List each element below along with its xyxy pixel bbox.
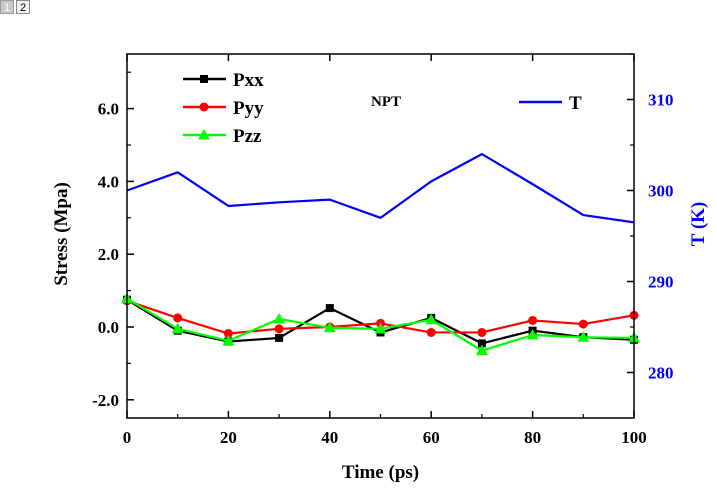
data-point-pyy bbox=[223, 329, 233, 339]
page-tab-2[interactable]: 2 bbox=[16, 0, 30, 14]
series-t bbox=[126, 153, 635, 224]
legend-marker bbox=[199, 102, 209, 112]
x-axis-title: Time (ps) bbox=[342, 462, 419, 483]
page-tab-1[interactable]: 1 bbox=[0, 0, 14, 14]
legend-marker bbox=[198, 129, 210, 140]
data-point-pzz bbox=[222, 334, 235, 346]
y-tick-label: 4.0 bbox=[98, 172, 119, 191]
data-point-pxx bbox=[275, 333, 284, 342]
x-tick-label: 0 bbox=[123, 428, 132, 447]
x-tick-label: 80 bbox=[524, 428, 541, 447]
legend-entry-pyy: Pyy bbox=[183, 98, 264, 119]
data-point-pyy bbox=[477, 327, 487, 337]
legend-entry-t: T bbox=[519, 93, 582, 114]
x-tick-label: 60 bbox=[423, 428, 440, 447]
data-point-pyy bbox=[173, 313, 183, 323]
series-line-t bbox=[126, 153, 635, 224]
y2-axis-title: T (K) bbox=[688, 202, 709, 247]
data-point-pyy bbox=[578, 319, 588, 329]
y-tick-label: 0.0 bbox=[98, 318, 119, 337]
legend-label: T bbox=[569, 93, 582, 114]
data-point-pyy bbox=[528, 315, 538, 325]
npt-annotation: NPT bbox=[371, 94, 401, 110]
x-tick-label: 20 bbox=[220, 428, 237, 447]
data-point-pzz bbox=[475, 344, 488, 356]
data-point-pzz bbox=[425, 313, 438, 325]
y-axis-title: Stress (Mpa) bbox=[51, 182, 72, 286]
x-tick-label: 100 bbox=[621, 428, 647, 447]
data-point-pzz bbox=[374, 322, 387, 334]
legend-entry-pzz: Pzz bbox=[183, 126, 262, 147]
data-point-pxx bbox=[477, 339, 486, 348]
y2-tick-label: 290 bbox=[648, 273, 674, 292]
data-point-pzz bbox=[577, 331, 590, 342]
y2-tick-label: 300 bbox=[648, 182, 674, 201]
data-point-pzz bbox=[273, 312, 286, 324]
y-tick-label: 2.0 bbox=[98, 245, 119, 264]
series-pzz bbox=[121, 292, 640, 356]
data-point-pyy bbox=[426, 327, 436, 337]
legend-marker bbox=[200, 75, 208, 83]
x-tick-label: 40 bbox=[321, 428, 338, 447]
page-tabs: 1 2 bbox=[0, 0, 30, 14]
data-point-pzz bbox=[171, 322, 184, 334]
data-point-pxx bbox=[325, 304, 334, 313]
data-point-pyy bbox=[274, 324, 284, 334]
y2-tick-label: 280 bbox=[648, 364, 674, 383]
y-tick-label: -2.0 bbox=[92, 391, 119, 410]
legend-label: Pyy bbox=[233, 98, 264, 119]
data-point-pzz bbox=[526, 329, 539, 340]
data-point-pzz bbox=[323, 321, 336, 333]
y2-tick-label: 310 bbox=[648, 91, 674, 110]
legend-entry-pxx: Pxx bbox=[183, 70, 264, 91]
legend-label: Pzz bbox=[233, 126, 262, 147]
y-tick-label: 6.0 bbox=[98, 100, 119, 119]
legend-label: Pxx bbox=[233, 70, 264, 91]
